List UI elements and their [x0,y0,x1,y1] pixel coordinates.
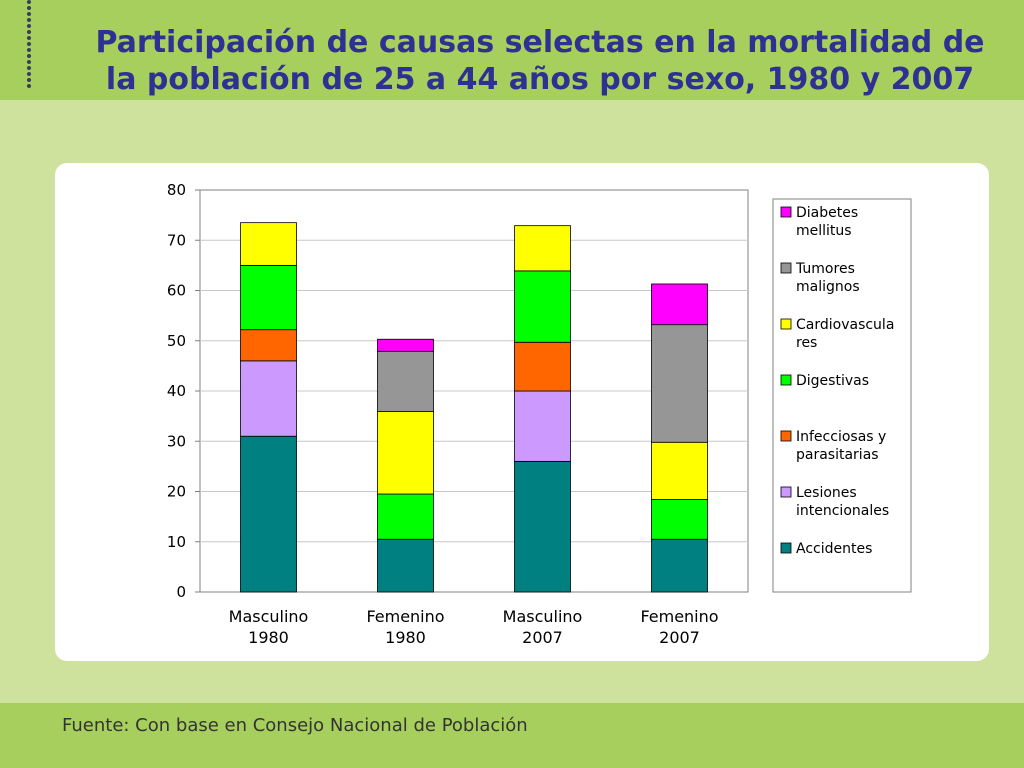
legend-label: Infecciosas y [796,429,886,445]
bar-segment-accidentes [514,460,571,593]
bar-segment-digestivas [514,270,571,343]
x-tick-label: Femenino [640,607,718,626]
bar-segment-diabetes-mellitus [377,338,434,352]
legend-label: Tumores [795,261,855,277]
bar-segment-digestivas [240,264,297,331]
bar-segment-tumores-malignos [377,350,434,413]
y-tick-label: 50 [167,332,186,350]
bar-segment-lesiones-intencionales [514,390,571,462]
y-tick-label: 70 [167,231,186,249]
bar-segment-digestivas [651,499,708,540]
legend-label: Cardiovascula [796,317,894,333]
title-band [0,0,1024,100]
legend-label: Lesiones [796,485,857,501]
legend-swatch [780,318,792,330]
legend-swatch [780,206,792,218]
legend-swatch [780,374,792,386]
legend-swatch [780,542,792,554]
bar-segment-infecciosas-y-parasitarias [514,341,571,392]
slide-title-line-2: la población de 25 a 44 años por sexo, 1… [105,62,975,97]
slide-title-line-1: Participación de causas selectas en la m… [95,25,985,60]
y-tick-label: 20 [167,483,186,501]
bar-segment-cardiovasculares [377,411,434,495]
bar-segment-lesiones-intencionales [240,360,297,437]
bar-segment-accidentes [377,538,434,593]
bar-segment-tumores-malignos [651,324,708,443]
footer-band [0,703,1024,768]
legend-swatch [780,262,792,274]
y-tick-label: 0 [176,583,186,601]
legend-label: mellitus [796,223,852,239]
legend-swatch [780,430,792,442]
source-note: Fuente: Con base en Consejo Nacional de … [62,715,528,736]
slide-title: Participación de causas selectas en la m… [70,24,1010,98]
legend-box [772,198,912,593]
bar-segment-accidentes [240,435,297,593]
x-tick-label: Masculino [229,607,309,626]
x-tick-label: 2007 [659,628,700,647]
bar-segment-cardiovasculares [514,225,571,272]
bar-segment-cardiovasculares [240,222,297,266]
decorative-dots [24,0,34,96]
x-tick-label: 1980 [385,628,426,647]
bar-segment-infecciosas-y-parasitarias [240,329,297,362]
bar-segment-digestivas [377,493,434,540]
x-tick-label: Masculino [503,607,583,626]
legend-label: Diabetes [796,205,858,221]
legend-label: intencionales [796,503,889,519]
x-tick-label: 2007 [522,628,563,647]
y-tick-label: 30 [167,432,186,450]
y-tick-label: 60 [167,282,186,300]
legend-label: res [796,335,817,351]
y-tick-label: 80 [167,181,186,199]
stacked-bar-chart: 0 10 20 30 40 50 60 70 80 Masculino 1980 Femenino 19… [167,181,912,647]
legend-label: Digestivas [796,373,869,389]
bar-segment-cardiovasculares [651,441,708,500]
bar-segment-diabetes-mellitus [651,283,708,326]
legend-swatch [780,486,792,498]
y-tick-label: 10 [167,533,186,551]
legend-label: Accidentes [796,541,872,557]
chart-panel: 0 10 20 30 40 50 60 70 80 Masculino 1980 Femenino 19… [55,163,989,661]
legend-label: malignos [796,279,860,295]
x-tick-label: 1980 [248,628,289,647]
y-tick-label: 40 [167,382,186,400]
x-tick-label: Femenino [366,607,444,626]
legend-label: parasitarias [796,447,879,463]
bar-segment-accidentes [651,538,708,593]
